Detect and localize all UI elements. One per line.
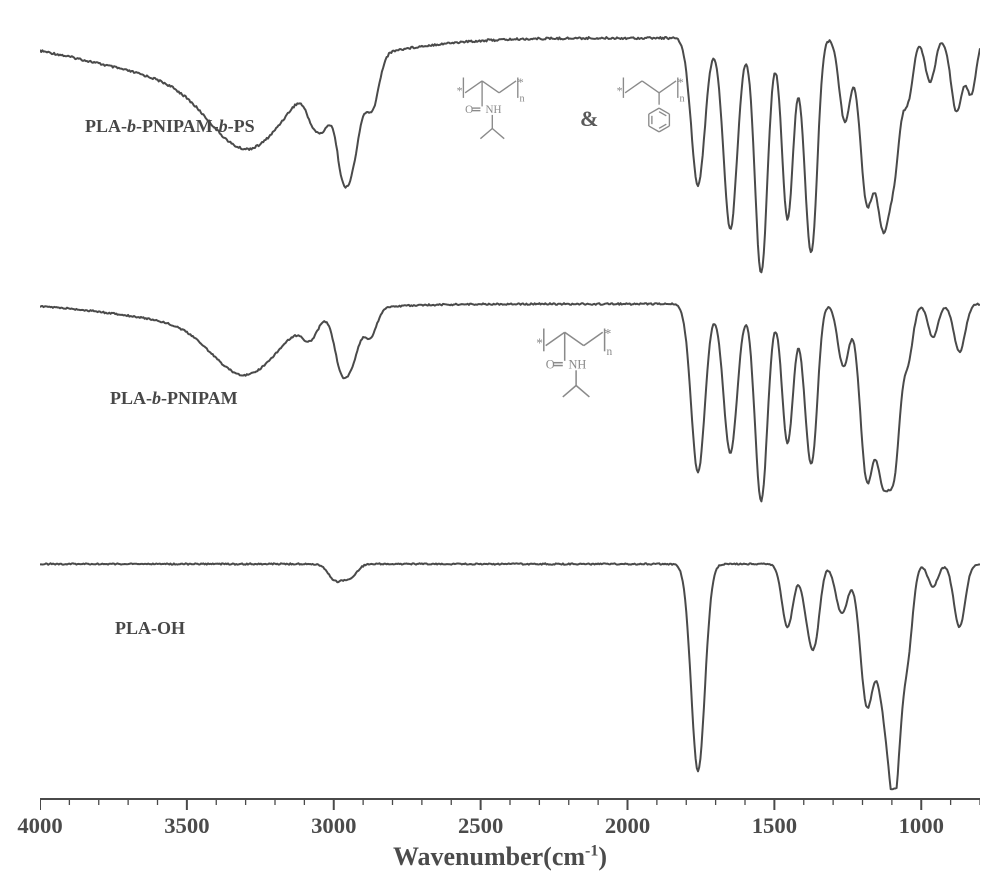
svg-text:*: * [678,75,684,89]
x-tick-label: 3500 [164,813,209,839]
svg-text:n: n [520,93,525,104]
svg-text:*: * [457,84,463,98]
chem-styrene: * * n [617,75,685,132]
svg-text:NH: NH [569,357,587,371]
amp: & [580,106,598,132]
svg-text:*: * [617,84,623,98]
x-tick-label: 2000 [605,813,650,839]
svg-text:*: * [536,336,543,351]
x-tick-label: 1000 [899,813,944,839]
svg-text:*: * [518,75,524,89]
spectrum-spec-bot [40,563,980,789]
lbl-top: PLA-b-PNIPAM-b-PS [85,116,255,137]
chem-nipam-top: * * n O NH [457,75,525,139]
x-tick-label: 3000 [311,813,356,839]
x-axis-label: Wavenumber(cm-1) [0,842,1000,872]
svg-text:NH: NH [486,104,502,116]
x-tick-label: 2500 [458,813,503,839]
lbl-bot: PLA-OH [115,618,185,639]
svg-text:O: O [546,357,555,371]
lbl-mid: PLA-b-PNIPAM [110,388,238,409]
svg-text:n: n [680,93,685,104]
svg-text:*: * [605,326,612,341]
spectrum-spec-top [40,37,980,272]
x-tick-label: 1500 [752,813,797,839]
svg-text:n: n [607,346,613,358]
svg-text:O: O [465,104,473,116]
x-tick-label: 4000 [17,813,62,839]
chem-nipam-mid: * * n O NH [536,326,612,397]
